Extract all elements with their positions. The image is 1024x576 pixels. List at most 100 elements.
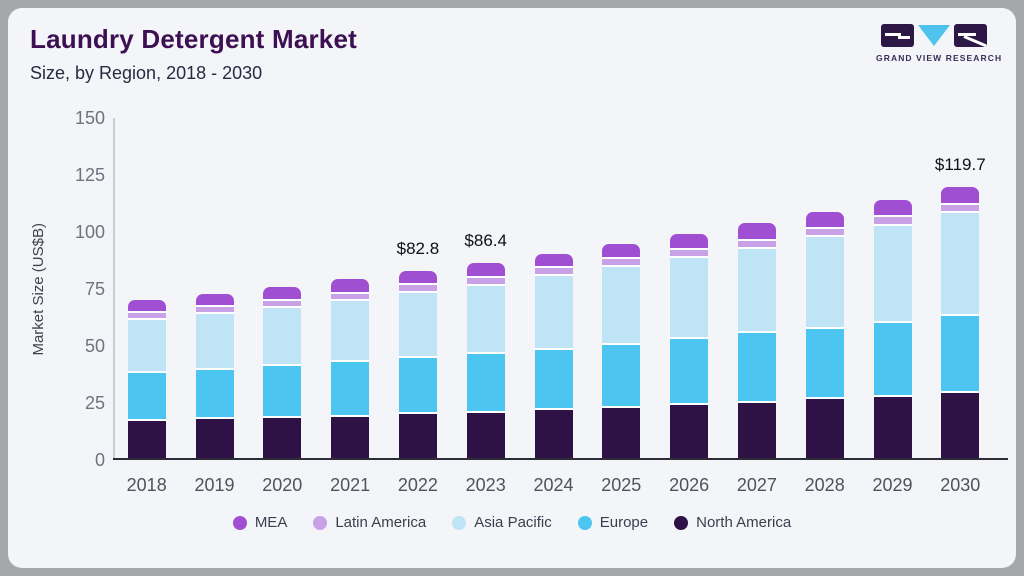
segment-latin-america-2019	[195, 307, 234, 315]
x-tick-2025: 2025	[601, 475, 642, 495]
segment-latin-america-2018	[127, 312, 166, 320]
segment-europe-2029	[873, 322, 912, 397]
bar-2024	[534, 254, 573, 460]
legend-item-latin-america: Latin America	[313, 514, 426, 531]
y-tick-125: 125	[74, 165, 105, 185]
y-axis-title: Market Size (US$B)	[30, 222, 47, 356]
segment-europe-2026	[670, 339, 709, 406]
segment-latin-america-2028	[805, 229, 844, 237]
segment-asia-pacific-2019	[195, 314, 234, 370]
segment-mea-2020	[263, 287, 302, 301]
segment-europe-2020	[263, 365, 302, 418]
segment-north-america-2030	[941, 392, 980, 460]
x-axis-labels: 2018 2019 2020 2021 2022 2023 2024 2025 2026 2027…	[8, 475, 1016, 501]
segment-asia-pacific-2023	[466, 285, 505, 355]
logo-g-block-icon	[881, 24, 914, 47]
segment-north-america-2019	[195, 419, 234, 460]
value-label-2022: $82.8	[396, 239, 440, 259]
x-tick-2030: 2030	[940, 475, 981, 495]
value-label-2030: $119.7	[934, 155, 986, 175]
segment-mea-2023	[466, 263, 505, 278]
segment-asia-pacific-2030	[941, 213, 980, 316]
segment-north-america-2028	[805, 399, 844, 460]
legend-label-mea: MEA	[254, 514, 288, 531]
y-tick-25: 25	[84, 393, 105, 413]
value-label-2023: $86.4	[464, 231, 507, 250]
chart-card: Laundry Detergent Market Size, by Region…	[8, 8, 1016, 568]
legend-label-latin-america: Latin America	[335, 514, 427, 531]
gvr-logo-mark	[876, 24, 992, 48]
x-tick-2019: 2019	[194, 475, 235, 495]
segment-europe-2022	[398, 358, 437, 415]
y-axis-title-wrap: Market Size (US$B)	[30, 118, 47, 460]
legend-item-europe: Europe	[577, 514, 649, 531]
bar-2026	[670, 233, 709, 460]
plot-area: $82.8 $86.4 $119.7	[113, 118, 1008, 460]
segment-mea-2028	[805, 211, 844, 230]
segment-north-america-2027	[737, 402, 776, 460]
x-tick-2022: 2022	[397, 475, 438, 495]
legend-item-asia-pacific: Asia Pacific	[452, 514, 552, 531]
segment-mea-2026	[670, 233, 709, 251]
chart-subtitle: Size, by Region, 2018 - 2030	[30, 63, 263, 83]
segment-europe-2028	[805, 328, 844, 400]
bar-2030	[941, 187, 980, 460]
logo-text: GRAND VIEW RESEARCH	[876, 53, 1003, 63]
x-tick-2018: 2018	[126, 475, 167, 495]
segment-asia-pacific-2020	[263, 308, 302, 366]
legend-label-asia-pacific: Asia Pacific	[474, 514, 552, 531]
segment-mea-2029	[873, 199, 912, 217]
logo-r-block-icon	[954, 24, 987, 47]
segment-asia-pacific-2022	[398, 293, 437, 359]
segment-mea-2027	[737, 223, 776, 241]
bar-2029	[873, 199, 912, 460]
legend-swatch-latin-america-icon	[313, 515, 328, 530]
segment-north-america-2021	[331, 416, 370, 460]
x-tick-2023: 2023	[465, 475, 506, 495]
segment-north-america-2029	[873, 396, 912, 460]
segment-latin-america-2030	[941, 205, 980, 214]
segment-north-america-2022	[398, 414, 437, 460]
segment-latin-america-2020	[263, 300, 302, 309]
bar-2025	[602, 243, 641, 460]
bar-2022	[398, 271, 437, 460]
x-tick-2027: 2027	[736, 475, 777, 495]
bar-2020	[263, 287, 302, 460]
segment-europe-2021	[331, 362, 370, 417]
segment-asia-pacific-2029	[873, 226, 912, 323]
x-tick-2021: 2021	[330, 475, 371, 495]
segment-mea-2024	[534, 254, 573, 269]
legend-label-europe: Europe	[599, 514, 649, 531]
segment-north-america-2024	[534, 410, 573, 460]
segment-latin-america-2025	[602, 258, 641, 267]
segment-asia-pacific-2026	[670, 258, 709, 340]
x-tick-2029: 2029	[872, 475, 913, 495]
x-axis-line	[113, 458, 1008, 460]
segment-europe-2018	[127, 372, 166, 421]
bar-2027	[737, 223, 776, 460]
segment-europe-2024	[534, 350, 573, 411]
segment-europe-2030	[941, 315, 980, 393]
segment-north-america-2020	[263, 418, 302, 460]
segment-europe-2023	[466, 354, 505, 413]
x-tick-2028: 2028	[804, 475, 845, 495]
segment-asia-pacific-2028	[805, 236, 844, 329]
segment-latin-america-2022	[398, 285, 437, 294]
legend-label-north-america: North America	[696, 514, 792, 531]
segment-latin-america-2023	[466, 277, 505, 286]
bar-2028	[805, 211, 844, 460]
bar-2021	[331, 279, 370, 460]
segment-north-america-2018	[127, 420, 166, 460]
segment-latin-america-2024	[534, 268, 573, 277]
gvr-logo: GRAND VIEW RESEARCH	[876, 24, 1003, 63]
segment-asia-pacific-2025	[602, 266, 641, 345]
bar-2018	[127, 299, 166, 460]
y-tick-100: 100	[74, 222, 105, 242]
segment-latin-america-2026	[670, 250, 709, 259]
y-tick-75: 75	[84, 279, 105, 299]
segment-latin-america-2021	[331, 293, 370, 302]
logo-v-triangle-icon	[918, 25, 950, 46]
legend-swatch-mea-icon	[232, 515, 247, 530]
segment-mea-2025	[602, 243, 641, 259]
x-tick-2026: 2026	[669, 475, 710, 495]
